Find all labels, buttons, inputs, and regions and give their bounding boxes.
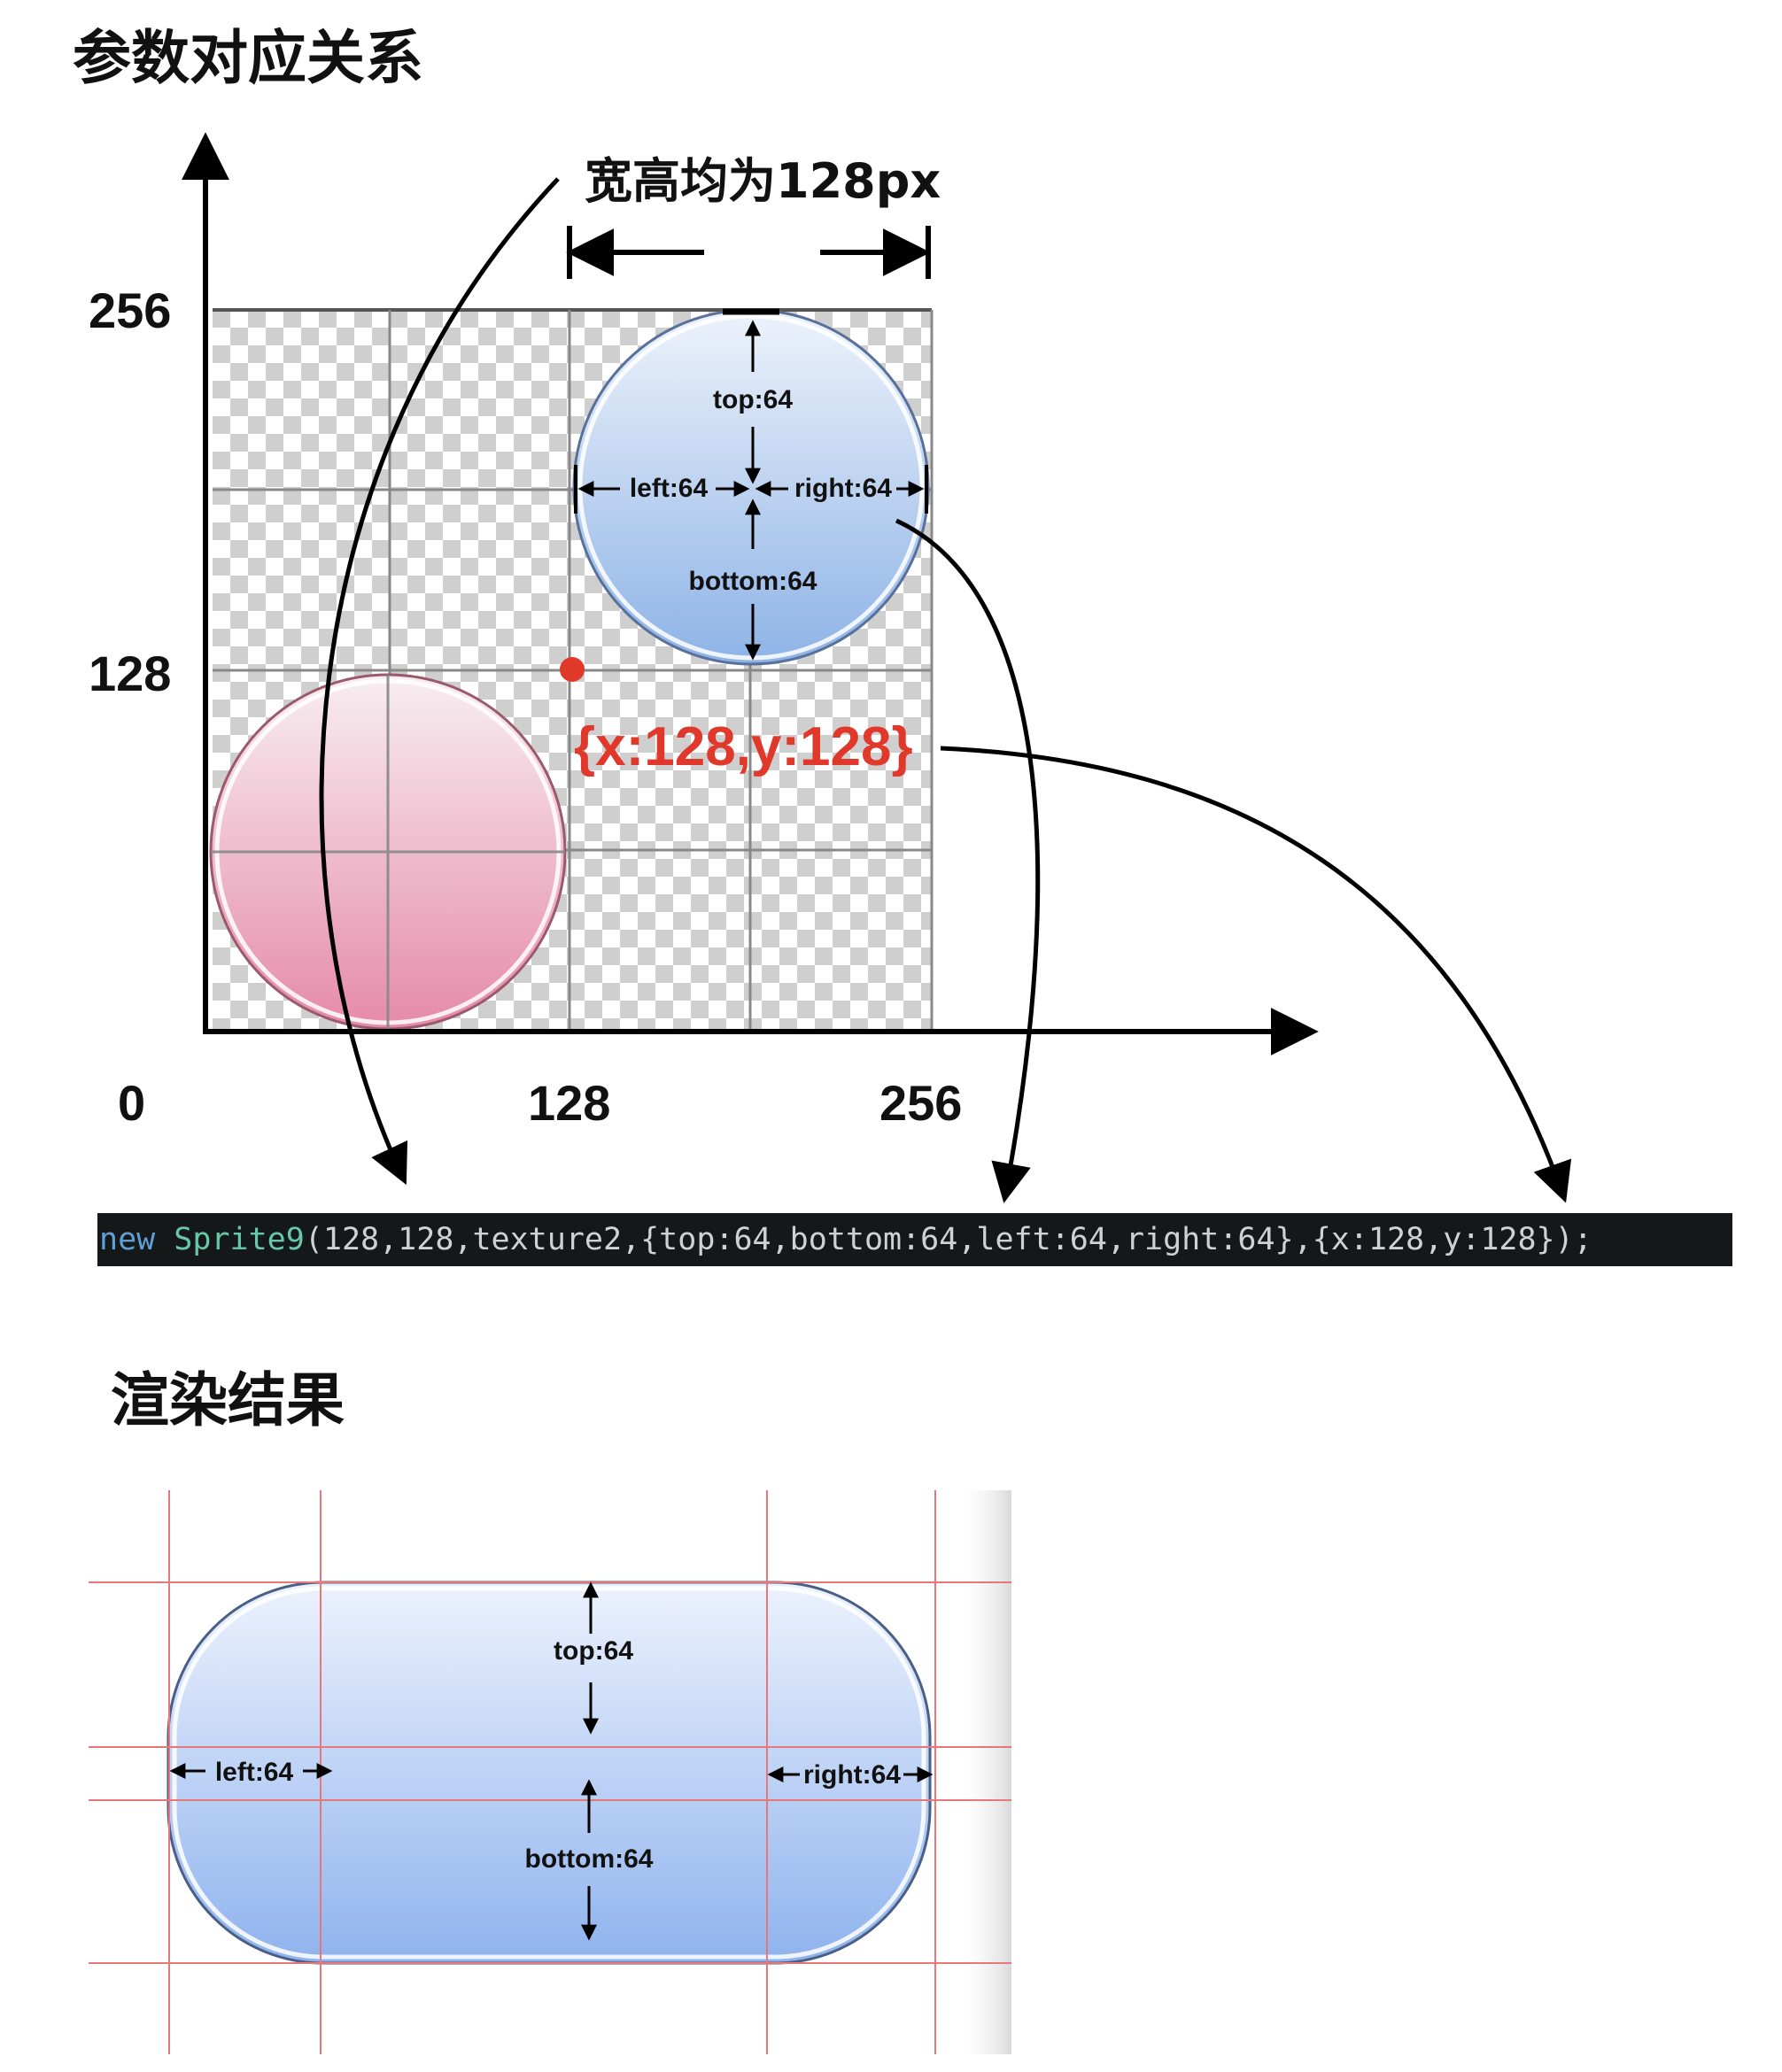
result-measures <box>169 1581 934 1941</box>
anchor-label: {x:128,y:128} <box>574 716 913 777</box>
y-tick-128: 128 <box>89 646 172 701</box>
code-bar: new Sprite9(128,128,texture2,{top:64,bot… <box>97 1213 1732 1266</box>
result-heading: 渲染结果 <box>111 1366 345 1434</box>
code-class: Sprite9 <box>174 1222 305 1257</box>
x-tick-128: 128 <box>528 1075 611 1131</box>
circle-top-label: top:64 <box>713 385 793 414</box>
code-line: new Sprite9(128,128,texture2,{top:64,bot… <box>97 1213 1732 1266</box>
code-keyword: new <box>99 1222 156 1257</box>
width-indicator <box>566 226 931 279</box>
result-top-label: top:64 <box>554 1636 633 1666</box>
y-tick-256: 256 <box>89 282 172 338</box>
code-args: (128,128,texture2,{top:64,bottom:64,left… <box>304 1222 1592 1257</box>
circle-right-label: right:64 <box>794 474 892 503</box>
circle-left-label: left:64 <box>629 474 709 503</box>
result-right-label: right:64 <box>802 1760 901 1790</box>
params-heading: 参数对应关系 <box>73 24 423 92</box>
circle-measures <box>574 308 928 661</box>
result-left-label: left:64 <box>214 1758 294 1787</box>
origin-label: 0 <box>118 1075 146 1131</box>
circle-bottom-label: bottom:64 <box>688 567 817 596</box>
anchor-dot <box>560 657 585 682</box>
result-shadow <box>957 1490 1011 2054</box>
result-bottom-label: bottom:64 <box>524 1844 654 1874</box>
x-tick-256: 256 <box>879 1075 963 1131</box>
size-label: 宽高均为128px <box>585 153 941 209</box>
callout-arrows <box>319 177 1572 1203</box>
